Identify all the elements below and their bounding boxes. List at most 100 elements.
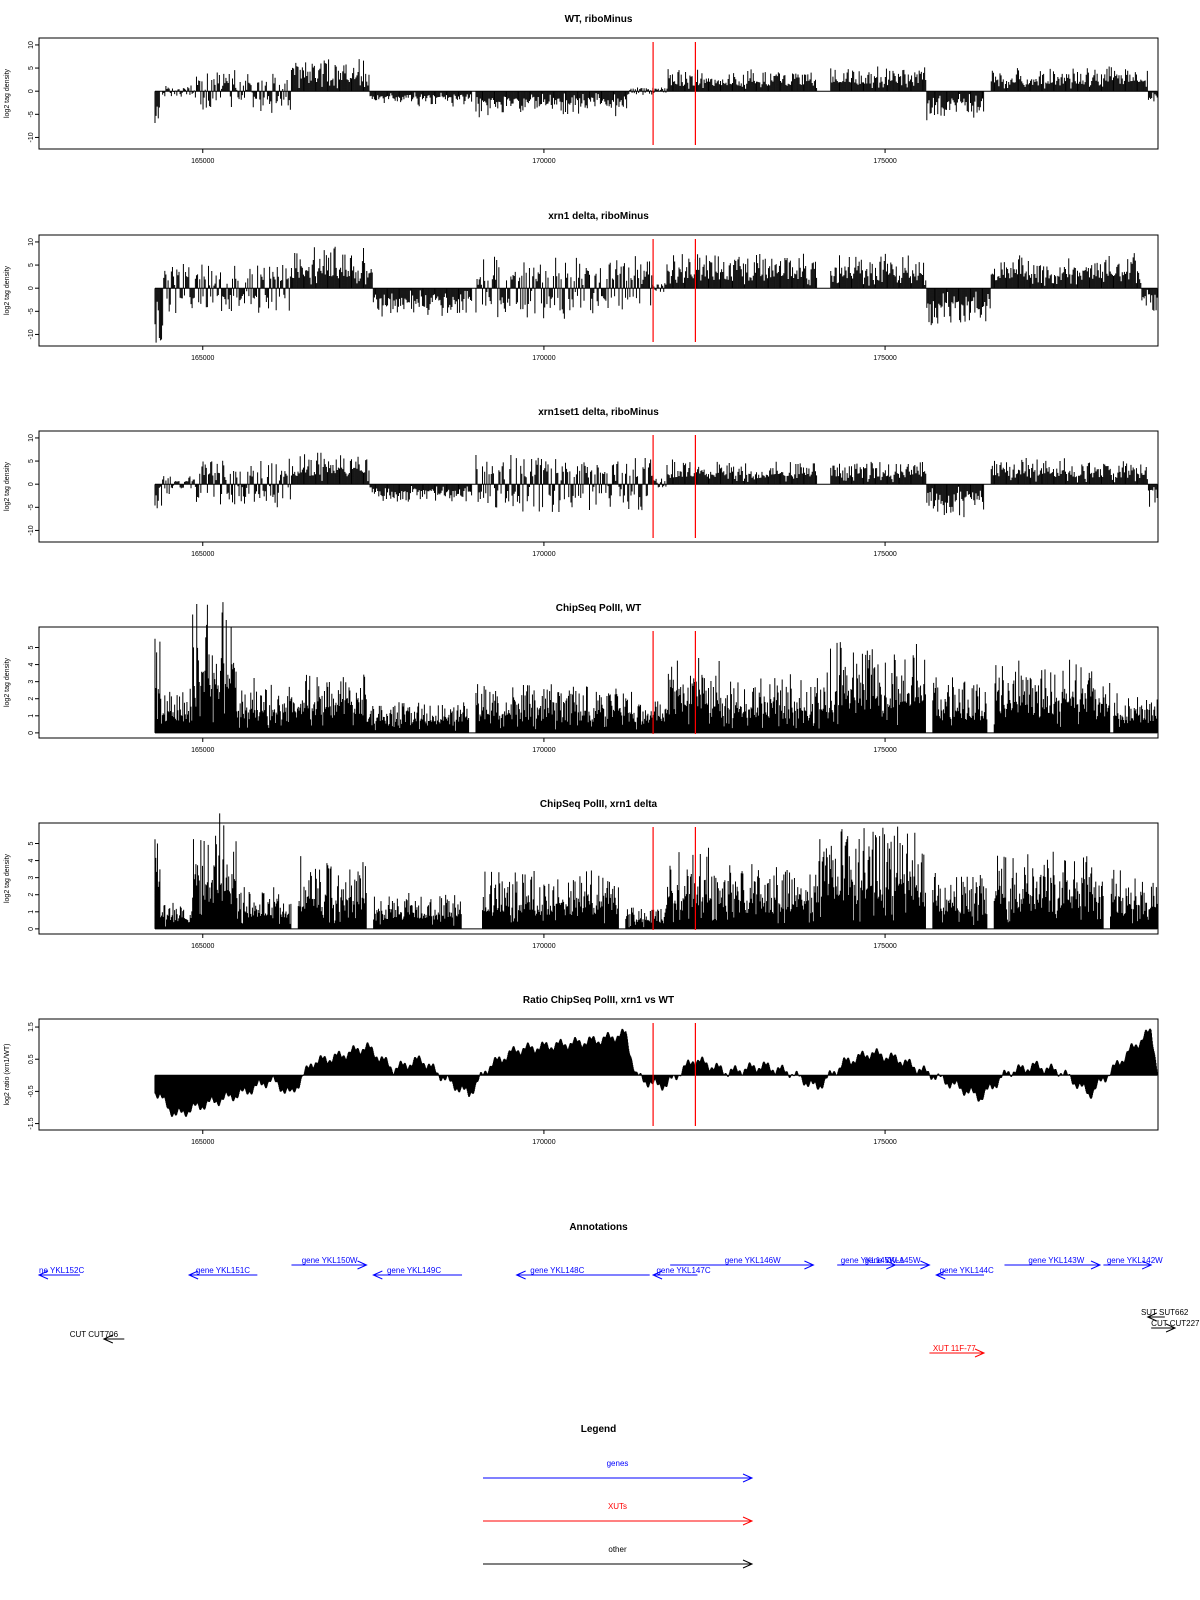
x-tick-label: 165000: [191, 747, 214, 754]
feature-arrow: [974, 1348, 986, 1358]
x-tick-label: 165000: [191, 551, 214, 558]
y-tick-label: -10: [28, 525, 35, 535]
feature-arrow: [1141, 1260, 1153, 1270]
y-axis-label: log2 ratio (xrn1/WT): [4, 1044, 11, 1106]
y-tick-label: 10: [28, 434, 35, 442]
y-axis-label: log2 tag density: [4, 461, 11, 511]
x-tick-label: 165000: [191, 158, 214, 165]
annotations-title: Annotations: [569, 1222, 628, 1233]
panel-p3: xrn1set1 delta, riboMinus 165000 170000 175…: [4, 407, 1159, 558]
y-tick-label: 1: [28, 910, 35, 914]
series-marks: [154, 246, 1158, 343]
feature-label: SUT SUT662: [1141, 1308, 1189, 1317]
x-tick-label: 175000: [873, 355, 896, 362]
y-tick-label: 5: [28, 645, 35, 649]
feature-arrow: [1165, 1323, 1177, 1333]
panel-title: ChipSeq PolII, xrn1 delta: [540, 799, 658, 810]
feature-label: gene YKL148C: [530, 1266, 584, 1275]
ratio-area: [154, 1028, 1158, 1117]
panel-p5: ChipSeq PolII, xrn1 delta 165000 170000 175…: [4, 799, 1159, 950]
x-tick-label: 175000: [873, 747, 896, 754]
y-axis-label: log2 tag density: [4, 68, 11, 118]
feature-label: gene YKL144C: [940, 1266, 994, 1275]
feature-arrow: [804, 1260, 815, 1270]
legend-label: other: [608, 1545, 627, 1554]
y-tick-label: -5: [28, 504, 35, 510]
feature-label: XUT 11F-77: [933, 1344, 976, 1353]
y-tick-label: 0.5: [28, 1054, 35, 1064]
panel-title: WT, riboMinus: [565, 14, 633, 25]
panel-title: Ratio ChipSeq PolII, xrn1 vs WT: [523, 995, 674, 1006]
y-tick-label: 3: [28, 680, 35, 684]
series-marks: [154, 813, 1158, 930]
y-tick-label: 4: [28, 859, 35, 863]
feature-arrow: [372, 1270, 383, 1280]
y-tick-label: 5: [28, 66, 35, 70]
feature-label: CUT CUT227: [1151, 1319, 1200, 1328]
plot-frame: [38, 234, 1159, 347]
feature-arrow: [37, 1270, 49, 1280]
feature-label: gene YKL145W-A: [841, 1256, 905, 1265]
y-tick-label: 1: [28, 714, 35, 718]
x-tick-label: 175000: [873, 1139, 896, 1146]
y-axis-label: log2 tag density: [4, 265, 11, 315]
y-tick-label: 0: [28, 286, 35, 290]
x-tick-label: 165000: [191, 943, 214, 950]
legend-label: genes: [607, 1459, 629, 1468]
y-tick-label: -10: [28, 329, 35, 339]
feature-label: gene YKL151C: [196, 1266, 250, 1275]
y-tick-label: 0: [28, 482, 35, 486]
bar-series: [154, 246, 1158, 343]
y-tick-label: 1.5: [28, 1022, 35, 1032]
x-tick-label: 165000: [191, 1139, 214, 1146]
y-tick-label: 0: [28, 89, 35, 93]
feature-arrow: [1090, 1260, 1102, 1270]
bar-series: [154, 813, 1158, 929]
y-tick-label: 10: [28, 41, 35, 49]
x-tick-label: 175000: [873, 551, 896, 558]
feature-label: gene YKL150W: [302, 1256, 358, 1265]
panel-p1: WT, riboMinus 165000 170000 175000 -10 -5 0 5 10…: [4, 14, 1159, 165]
series-marks: [154, 59, 1158, 124]
legend-arrow: [742, 1559, 754, 1569]
x-tick-label: 170000: [532, 1139, 555, 1146]
bar-series: [154, 452, 1158, 518]
legend-arrow: [742, 1516, 754, 1526]
bar-series: [154, 602, 1158, 733]
series-marks: [154, 1028, 1158, 1117]
legend-title: Legend: [581, 1424, 617, 1435]
y-tick-label: -5: [28, 308, 35, 314]
x-tick-label: 170000: [532, 158, 555, 165]
feature-label: gene YKL146W: [725, 1256, 781, 1265]
feature-label: ne YKL152C: [39, 1266, 84, 1275]
y-tick-label: 2: [28, 893, 35, 897]
feature-arrow: [651, 1270, 663, 1280]
plot-frame: [38, 626, 1159, 739]
feature-arrow: [1146, 1312, 1157, 1322]
panel-p6: Ratio ChipSeq PolII, xrn1 vs WT 165000 170…: [4, 995, 1159, 1146]
plot-frame: [38, 822, 1159, 935]
feature-label: gene YKL145W: [865, 1256, 921, 1265]
panel-p2: xrn1 delta, riboMinus 165000 170000 175000 -…: [4, 211, 1159, 362]
feature-arrow: [935, 1270, 946, 1280]
feature-label: gene YKL143W: [1028, 1256, 1084, 1265]
x-tick-label: 165000: [191, 355, 214, 362]
y-tick-label: 2: [28, 697, 35, 701]
legend-label: XUTs: [608, 1502, 627, 1511]
annotations-track: Annotations ne YKL152C gene YKL151C gene YK…: [37, 1222, 1200, 1358]
feature-arrow: [357, 1260, 368, 1270]
feature-arrow: [187, 1270, 199, 1280]
x-tick-label: 170000: [532, 747, 555, 754]
feature-label: CUT CUT706: [70, 1330, 119, 1339]
y-tick-label: 0: [28, 731, 35, 735]
feature-arrow: [920, 1260, 931, 1270]
y-tick-label: 10: [28, 238, 35, 246]
series-marks: [154, 602, 1158, 734]
x-tick-label: 170000: [532, 943, 555, 950]
y-tick-label: -0.5: [28, 1085, 35, 1097]
panel-title: ChipSeq PolII, WT: [556, 603, 642, 614]
y-tick-label: 5: [28, 459, 35, 463]
legend-arrow: [742, 1473, 754, 1483]
y-axis-label: log2 tag density: [4, 657, 11, 707]
x-tick-label: 175000: [873, 158, 896, 165]
